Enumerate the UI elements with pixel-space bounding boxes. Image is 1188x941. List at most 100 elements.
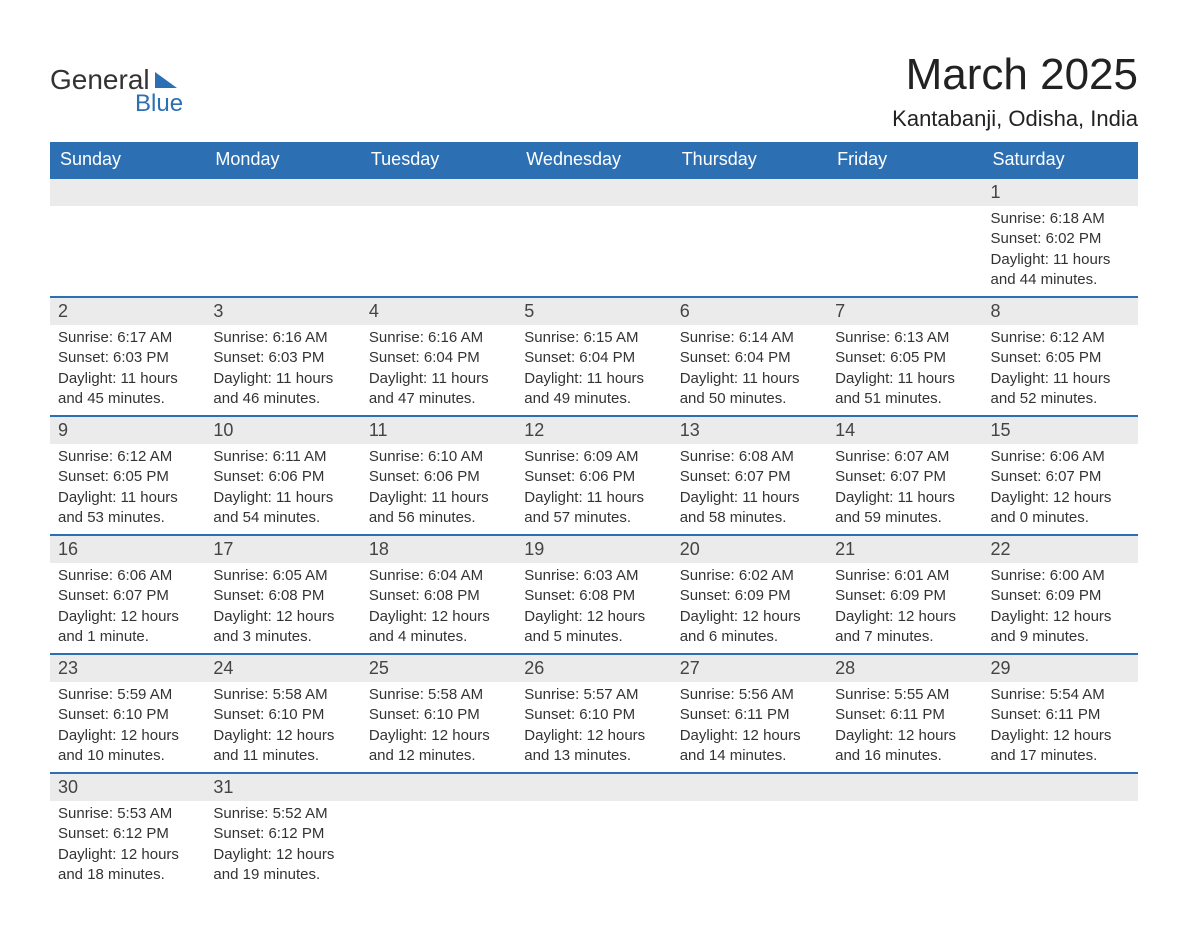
sunrise-text: Sunrise: 5:56 AM [680,685,819,705]
sunset-text: Sunset: 6:10 PM [524,705,663,725]
calendar-cell: 30Sunrise: 5:53 AMSunset: 6:12 PMDayligh… [50,773,205,891]
daylight-text-1: Daylight: 11 hours [369,369,508,389]
daylight-text-2: and 44 minutes. [991,270,1130,290]
sunset-text: Sunset: 6:06 PM [213,467,352,487]
sunset-text: Sunset: 6:06 PM [369,467,508,487]
calendar-cell [983,773,1138,891]
sunset-text: Sunset: 6:03 PM [213,348,352,368]
daylight-text-1: Daylight: 12 hours [213,845,352,865]
calendar-cell: 10Sunrise: 6:11 AMSunset: 6:06 PMDayligh… [205,416,360,535]
sunset-text: Sunset: 6:07 PM [835,467,974,487]
day-content [205,206,360,226]
calendar-cell: 13Sunrise: 6:08 AMSunset: 6:07 PMDayligh… [672,416,827,535]
logo-text-blue: Blue [135,90,183,118]
daylight-text-2: and 6 minutes. [680,627,819,647]
daylight-text-2: and 52 minutes. [991,389,1130,409]
sunset-text: Sunset: 6:07 PM [991,467,1130,487]
day-number: 11 [361,417,516,444]
sunrise-text: Sunrise: 6:17 AM [58,328,197,348]
day-content [361,206,516,226]
sunset-text: Sunset: 6:08 PM [524,586,663,606]
sunset-text: Sunset: 6:04 PM [680,348,819,368]
daylight-text-1: Daylight: 11 hours [524,369,663,389]
day-content: Sunrise: 6:14 AMSunset: 6:04 PMDaylight:… [672,325,827,415]
daylight-text-1: Daylight: 12 hours [680,607,819,627]
sunset-text: Sunset: 6:05 PM [58,467,197,487]
daylight-text-1: Daylight: 12 hours [58,607,197,627]
calendar-cell: 18Sunrise: 6:04 AMSunset: 6:08 PMDayligh… [361,535,516,654]
daylight-text-1: Daylight: 12 hours [835,726,974,746]
day-header-row: Sunday Monday Tuesday Wednesday Thursday… [50,142,1138,178]
calendar-cell: 6Sunrise: 6:14 AMSunset: 6:04 PMDaylight… [672,297,827,416]
day-number: 12 [516,417,671,444]
sunset-text: Sunset: 6:09 PM [680,586,819,606]
day-content [672,801,827,821]
day-content: Sunrise: 6:16 AMSunset: 6:03 PMDaylight:… [205,325,360,415]
daylight-text-1: Daylight: 12 hours [369,607,508,627]
sunrise-text: Sunrise: 6:06 AM [58,566,197,586]
calendar-cell: 4Sunrise: 6:16 AMSunset: 6:04 PMDaylight… [361,297,516,416]
day-content: Sunrise: 5:53 AMSunset: 6:12 PMDaylight:… [50,801,205,891]
sunrise-text: Sunrise: 6:12 AM [58,447,197,467]
sunrise-text: Sunrise: 6:12 AM [991,328,1130,348]
day-content: Sunrise: 5:59 AMSunset: 6:10 PMDaylight:… [50,682,205,772]
day-header: Wednesday [516,142,671,178]
sunset-text: Sunset: 6:04 PM [524,348,663,368]
daylight-text-1: Daylight: 12 hours [213,607,352,627]
sunrise-text: Sunrise: 6:11 AM [213,447,352,467]
calendar-cell [827,773,982,891]
sunrise-text: Sunrise: 6:05 AM [213,566,352,586]
day-content [672,206,827,226]
daylight-text-2: and 54 minutes. [213,508,352,528]
daylight-text-2: and 16 minutes. [835,746,974,766]
daylight-text-2: and 1 minute. [58,627,197,647]
day-content [827,801,982,821]
sunset-text: Sunset: 6:03 PM [58,348,197,368]
day-number: 8 [983,298,1138,325]
day-content: Sunrise: 5:56 AMSunset: 6:11 PMDaylight:… [672,682,827,772]
day-number: 14 [827,417,982,444]
day-number: 5 [516,298,671,325]
day-content [516,801,671,821]
day-number: 7 [827,298,982,325]
daylight-text-1: Daylight: 12 hours [369,726,508,746]
daylight-text-1: Daylight: 12 hours [524,607,663,627]
day-number: 16 [50,536,205,563]
sunrise-text: Sunrise: 6:08 AM [680,447,819,467]
sunset-text: Sunset: 6:11 PM [835,705,974,725]
sunset-text: Sunset: 6:06 PM [524,467,663,487]
daylight-text-1: Daylight: 11 hours [835,488,974,508]
daylight-text-2: and 5 minutes. [524,627,663,647]
calendar-cell: 26Sunrise: 5:57 AMSunset: 6:10 PMDayligh… [516,654,671,773]
daylight-text-1: Daylight: 11 hours [213,369,352,389]
sunrise-text: Sunrise: 5:54 AM [991,685,1130,705]
day-number: 29 [983,655,1138,682]
sunset-text: Sunset: 6:10 PM [369,705,508,725]
calendar-cell: 8Sunrise: 6:12 AMSunset: 6:05 PMDaylight… [983,297,1138,416]
calendar-cell: 25Sunrise: 5:58 AMSunset: 6:10 PMDayligh… [361,654,516,773]
day-content: Sunrise: 6:06 AMSunset: 6:07 PMDaylight:… [983,444,1138,534]
daylight-text-1: Daylight: 11 hours [991,250,1130,270]
daylight-text-1: Daylight: 11 hours [213,488,352,508]
day-content: Sunrise: 5:58 AMSunset: 6:10 PMDaylight:… [205,682,360,772]
day-header: Sunday [50,142,205,178]
day-number [516,179,671,206]
day-content: Sunrise: 6:04 AMSunset: 6:08 PMDaylight:… [361,563,516,653]
day-number: 30 [50,774,205,801]
calendar-cell: 2Sunrise: 6:17 AMSunset: 6:03 PMDaylight… [50,297,205,416]
sunset-text: Sunset: 6:08 PM [213,586,352,606]
calendar-cell: 29Sunrise: 5:54 AMSunset: 6:11 PMDayligh… [983,654,1138,773]
daylight-text-2: and 53 minutes. [58,508,197,528]
calendar-cell: 23Sunrise: 5:59 AMSunset: 6:10 PMDayligh… [50,654,205,773]
sunrise-text: Sunrise: 6:04 AM [369,566,508,586]
calendar-cell: 14Sunrise: 6:07 AMSunset: 6:07 PMDayligh… [827,416,982,535]
day-number [205,179,360,206]
day-header: Thursday [672,142,827,178]
calendar-cell: 17Sunrise: 6:05 AMSunset: 6:08 PMDayligh… [205,535,360,654]
daylight-text-1: Daylight: 11 hours [835,369,974,389]
daylight-text-2: and 9 minutes. [991,627,1130,647]
calendar-cell: 19Sunrise: 6:03 AMSunset: 6:08 PMDayligh… [516,535,671,654]
sunrise-text: Sunrise: 6:00 AM [991,566,1130,586]
sunset-text: Sunset: 6:04 PM [369,348,508,368]
day-number: 31 [205,774,360,801]
